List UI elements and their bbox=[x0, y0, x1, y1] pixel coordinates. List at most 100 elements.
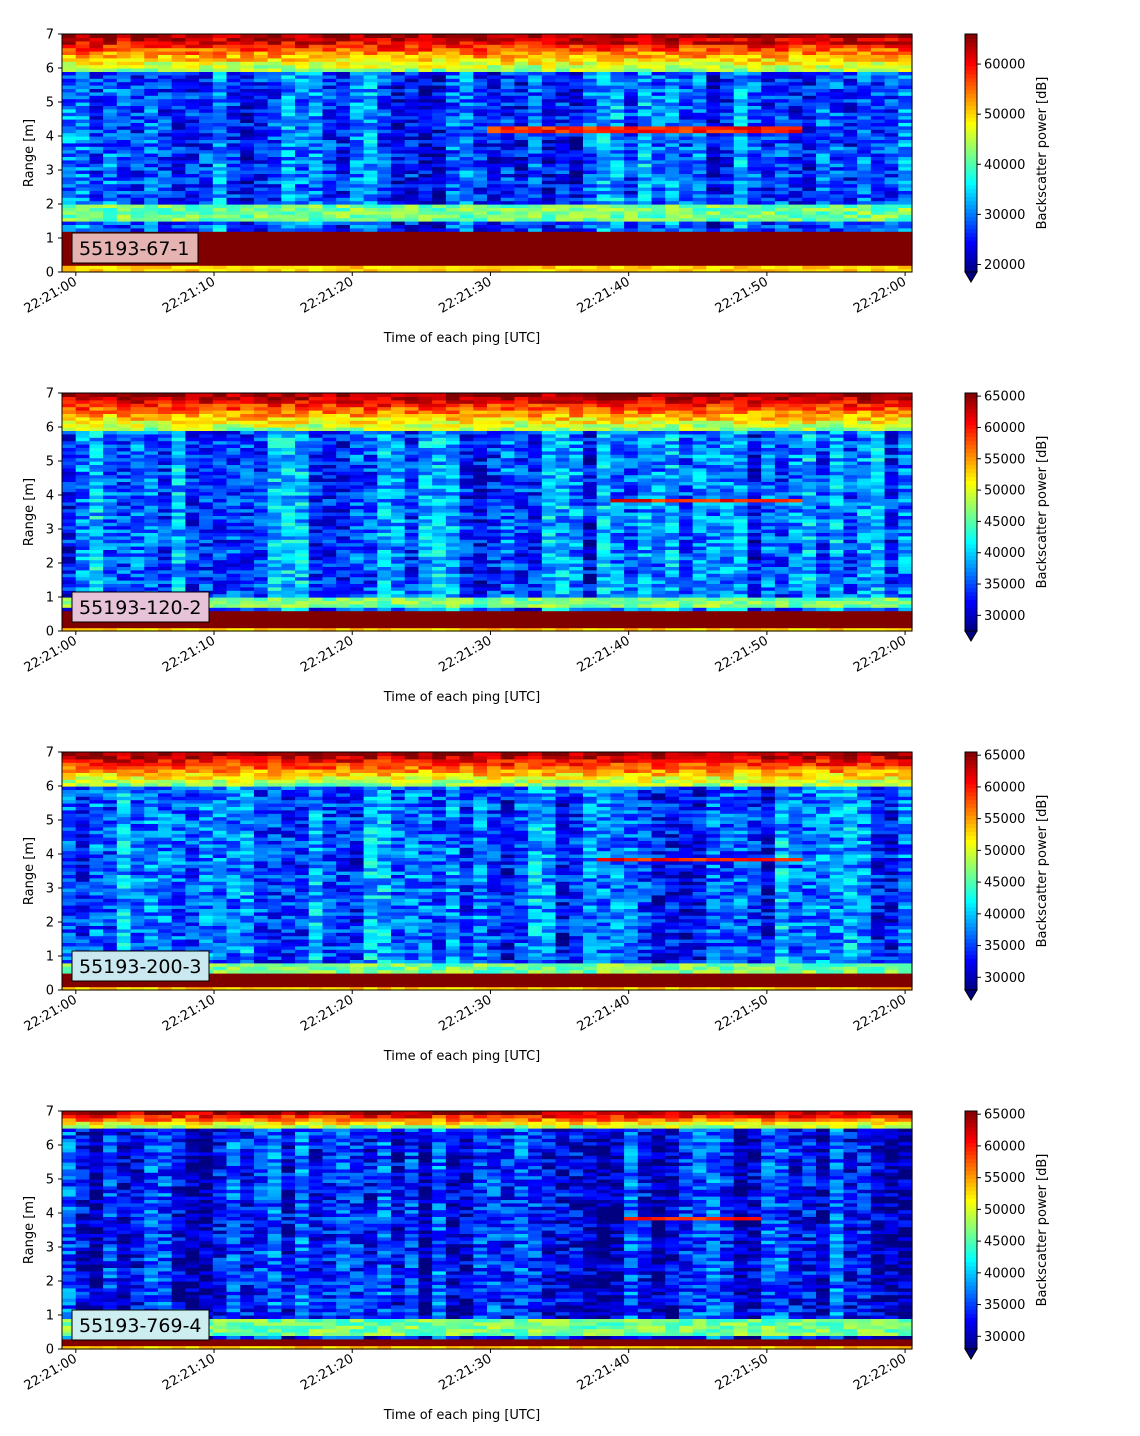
heatmap-cell bbox=[240, 78, 255, 83]
heatmap-cell bbox=[199, 193, 214, 198]
colorbar-label: Backscatter power [dB] bbox=[1035, 77, 1050, 230]
heatmap-cell bbox=[199, 129, 214, 134]
heatmap-cell bbox=[843, 183, 858, 188]
heatmap-cell bbox=[281, 166, 296, 171]
heatmap-cell bbox=[171, 51, 186, 55]
heatmap-cell bbox=[185, 91, 200, 96]
heatmap-cell bbox=[103, 268, 118, 273]
heatmap-cell bbox=[226, 129, 241, 134]
heatmap-cell bbox=[185, 224, 200, 229]
heatmap-cell bbox=[130, 207, 145, 212]
heatmap-cell bbox=[596, 265, 611, 270]
heatmap-cell bbox=[473, 210, 488, 215]
heatmap-cell bbox=[884, 176, 899, 181]
heatmap-cell bbox=[253, 136, 269, 140]
heatmap-cell bbox=[706, 132, 721, 137]
heatmap-cell bbox=[103, 173, 118, 178]
heatmap-cell bbox=[226, 125, 241, 130]
heatmap-cell bbox=[185, 190, 200, 195]
heatmap-cell bbox=[130, 187, 145, 191]
heatmap-cell bbox=[226, 197, 241, 202]
heatmap-cell bbox=[62, 54, 77, 59]
heatmap-cell bbox=[157, 149, 173, 154]
heatmap-cell bbox=[473, 149, 488, 154]
heatmap-cell bbox=[253, 156, 269, 161]
heatmap-cell bbox=[62, 34, 77, 38]
heatmap-cell bbox=[199, 108, 214, 113]
heatmap-cell bbox=[62, 393, 77, 397]
heatmap-cell bbox=[747, 34, 762, 38]
heatmap-cell bbox=[185, 102, 200, 106]
heatmap-cell bbox=[651, 149, 666, 154]
heatmap-cell bbox=[240, 139, 255, 144]
heatmap-cell bbox=[884, 210, 899, 215]
heatmap-cell bbox=[391, 34, 406, 38]
heatmap-cell bbox=[171, 166, 186, 171]
heatmap-cell bbox=[267, 268, 282, 273]
heatmap-cell bbox=[733, 200, 749, 205]
heatmap-cell bbox=[747, 210, 762, 215]
heatmap-cell bbox=[116, 204, 132, 208]
heatmap-cell bbox=[747, 149, 762, 154]
heatmap-cell bbox=[870, 234, 886, 239]
heatmap-cell bbox=[130, 163, 145, 168]
heatmap-cell bbox=[75, 71, 91, 76]
heatmap-cell bbox=[761, 210, 776, 215]
heatmap-cell bbox=[541, 193, 557, 198]
heatmap-cell bbox=[267, 210, 282, 215]
heatmap-cell bbox=[157, 132, 173, 137]
heatmap-cell bbox=[514, 200, 529, 205]
heatmap-cell bbox=[116, 88, 132, 93]
heatmap-cell bbox=[130, 261, 145, 266]
heatmap-cell bbox=[404, 217, 420, 222]
heatmap-cell bbox=[267, 136, 282, 140]
heatmap-cell bbox=[103, 108, 118, 113]
colorbar-extend-min bbox=[964, 271, 978, 283]
heatmap-cell bbox=[171, 163, 186, 168]
heatmap-cell bbox=[761, 132, 776, 137]
heatmap-cell bbox=[720, 193, 735, 198]
heatmap-cell bbox=[157, 136, 173, 140]
heatmap-cell bbox=[157, 268, 173, 273]
heatmap-cell bbox=[747, 251, 762, 256]
heatmap-cell bbox=[281, 234, 296, 239]
heatmap-cell bbox=[185, 95, 200, 100]
heatmap-cell bbox=[253, 217, 269, 222]
heatmap-cell bbox=[240, 183, 255, 188]
heatmap-cell bbox=[500, 244, 516, 249]
heatmap-cell bbox=[761, 244, 776, 249]
heatmap-cell bbox=[62, 153, 77, 157]
heatmap-cell bbox=[199, 95, 214, 100]
heatmap-cell bbox=[404, 227, 420, 232]
heatmap-cell bbox=[253, 210, 269, 215]
heatmap-cell bbox=[212, 142, 228, 147]
heatmap-cell bbox=[473, 176, 488, 181]
heatmap-cell bbox=[226, 142, 241, 147]
heatmap-cell bbox=[103, 149, 118, 154]
heatmap-cell bbox=[349, 265, 365, 270]
heatmap-cell bbox=[157, 139, 173, 144]
heatmap-cell bbox=[130, 95, 145, 100]
colorbar-segment bbox=[965, 73, 977, 79]
heatmap-cell bbox=[829, 265, 845, 270]
heatmap-cell bbox=[116, 505, 132, 510]
heatmap-cell bbox=[733, 142, 749, 147]
heatmap-cell bbox=[116, 105, 132, 110]
heatmap-cell bbox=[692, 217, 707, 222]
heatmap-cell bbox=[349, 176, 365, 181]
heatmap-cell bbox=[62, 437, 77, 442]
heatmap-cell bbox=[295, 210, 310, 215]
heatmap-cell bbox=[816, 149, 831, 154]
heatmap-cell bbox=[240, 255, 255, 259]
heatmap-cell bbox=[212, 173, 228, 178]
heatmap-cell bbox=[130, 190, 145, 195]
heatmap-cell bbox=[240, 149, 255, 154]
heatmap-cell bbox=[212, 105, 228, 110]
heatmap-cell bbox=[843, 234, 858, 239]
heatmap-cell bbox=[226, 268, 241, 273]
heatmap-cell bbox=[62, 61, 77, 66]
heatmap-cell bbox=[870, 176, 886, 181]
heatmap-cell bbox=[816, 265, 831, 270]
heatmap-cell bbox=[267, 119, 282, 123]
heatmap-cell bbox=[89, 119, 104, 123]
